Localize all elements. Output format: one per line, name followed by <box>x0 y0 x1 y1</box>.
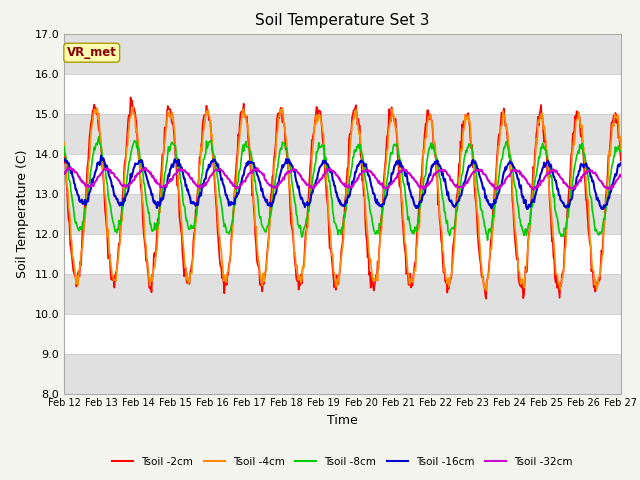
Y-axis label: Soil Temperature (C): Soil Temperature (C) <box>16 149 29 278</box>
Bar <box>64 154 621 193</box>
Bar <box>64 73 621 114</box>
Legend: Tsoil -2cm, Tsoil -4cm, Tsoil -8cm, Tsoil -16cm, Tsoil -32cm: Tsoil -2cm, Tsoil -4cm, Tsoil -8cm, Tsoi… <box>108 453 577 471</box>
Text: VR_met: VR_met <box>67 46 116 59</box>
Bar <box>64 34 621 73</box>
Bar <box>64 193 621 234</box>
Bar <box>64 274 621 313</box>
Bar <box>64 354 621 394</box>
Bar <box>64 114 621 154</box>
X-axis label: Time: Time <box>327 414 358 427</box>
Title: Soil Temperature Set 3: Soil Temperature Set 3 <box>255 13 429 28</box>
Bar <box>64 313 621 354</box>
Bar <box>64 234 621 274</box>
